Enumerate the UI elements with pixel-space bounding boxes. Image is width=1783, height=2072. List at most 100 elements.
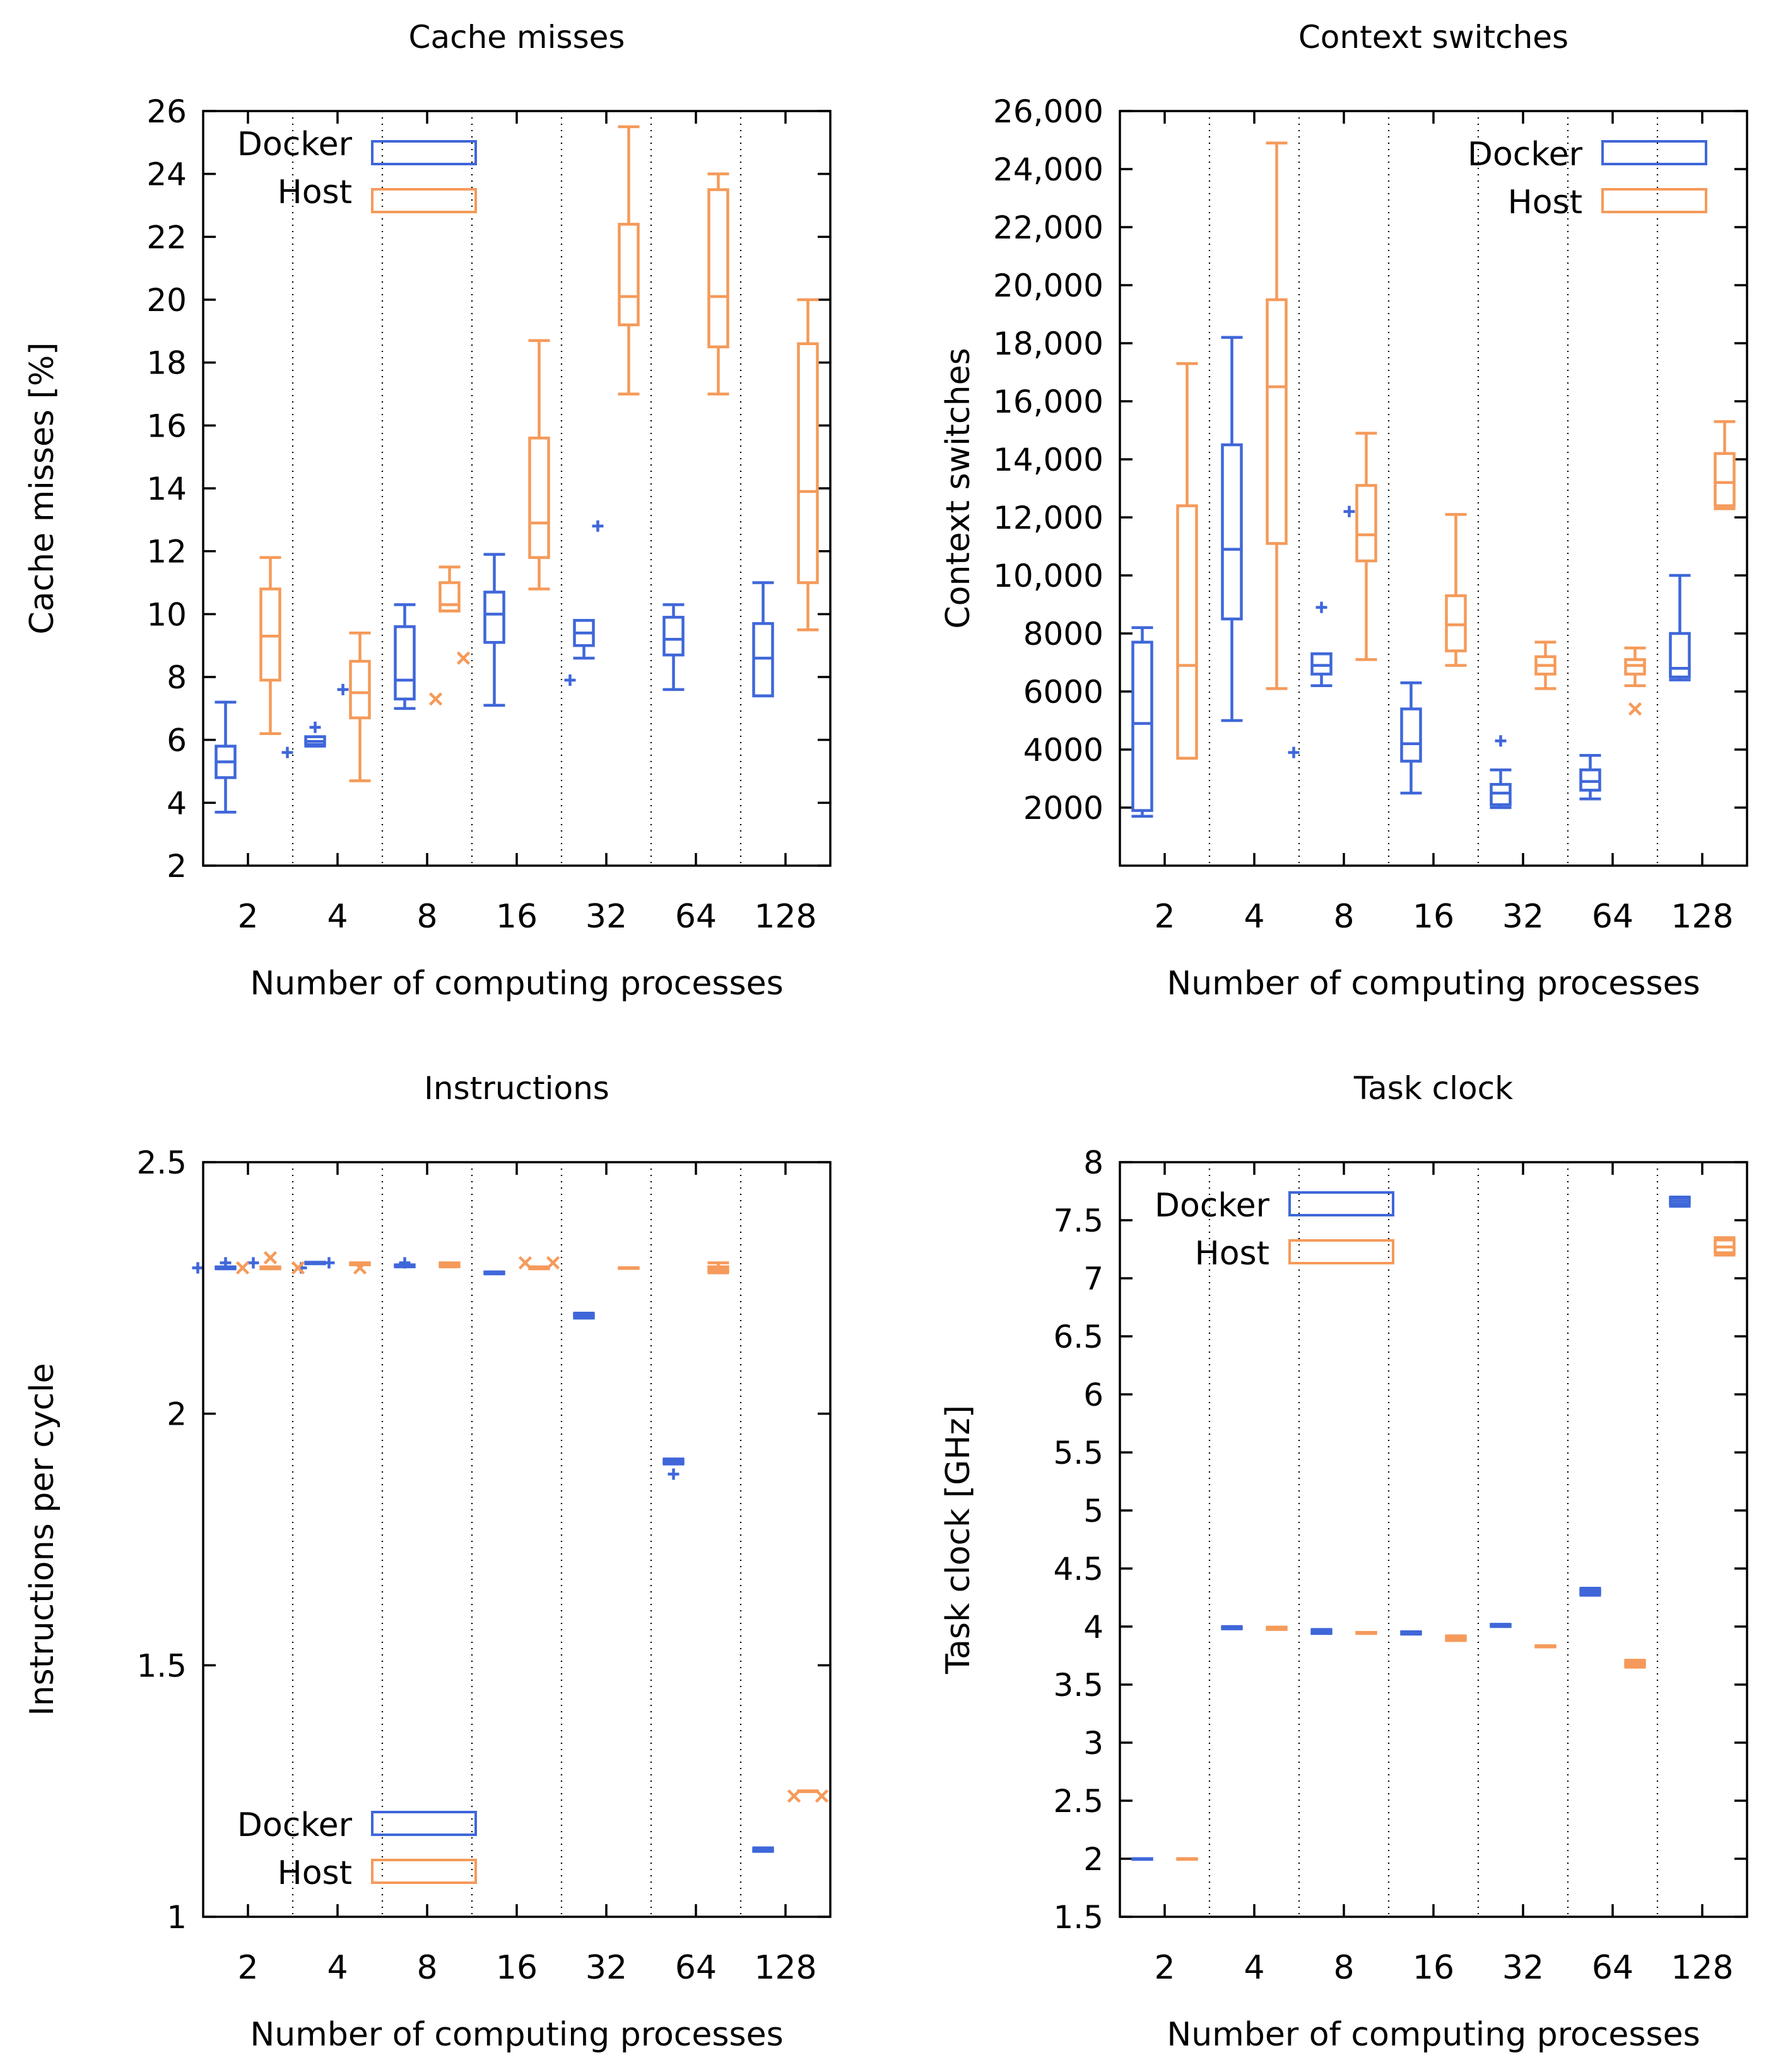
y-tick-label: 4 [1083, 1609, 1103, 1645]
docker-box-64 [1579, 1587, 1601, 1597]
docker-box-4 [1221, 336, 1243, 722]
outlier-plus [564, 674, 576, 686]
legend-label-docker: Docker [237, 126, 353, 163]
outlier-plus [337, 683, 349, 695]
docker-box-32 [573, 1311, 595, 1320]
host-box-2 [259, 556, 281, 735]
y-tick-label: 7.5 [1053, 1203, 1103, 1239]
x-tick-label: 2 [237, 898, 258, 936]
docker-box-16 [1400, 681, 1422, 795]
legend: Docker Host [1468, 136, 1707, 221]
x-tick-label: 64 [675, 1949, 717, 1987]
box-iqr [1355, 484, 1377, 563]
outlier-cross [235, 1261, 250, 1275]
y-tick-label: 1 [167, 1899, 187, 1936]
outlier-plus [192, 1262, 204, 1274]
outlier-cross [291, 1261, 305, 1275]
host-box-8 [428, 565, 471, 706]
plot-frame [1119, 1161, 1748, 1918]
plot-frame [202, 110, 832, 867]
y-axis-label: Context switches [939, 348, 977, 628]
box-iqr [1310, 652, 1333, 676]
docker-box-64 [662, 603, 685, 692]
box-iqr [1221, 443, 1243, 621]
legend-label-host: Host [1195, 1235, 1269, 1273]
outlier-plus [1343, 505, 1355, 517]
y-tick-label: 1.5 [1053, 1899, 1103, 1936]
y-tick-label: 26,000 [993, 93, 1103, 130]
docker-box-2 [215, 700, 237, 814]
legend-swatch-host [371, 188, 477, 213]
host-box-4 [349, 631, 371, 782]
y-tick-label: 8000 [1023, 616, 1103, 652]
outlier-cross [263, 1251, 278, 1265]
x-tick-label: 2 [1154, 898, 1175, 936]
y-tick-label: 18 [146, 345, 187, 382]
outlier-plus [309, 721, 321, 733]
box-iqr [1490, 782, 1512, 806]
x-tick-label: 8 [1333, 1949, 1354, 1987]
y-tick-label: 12,000 [993, 500, 1103, 536]
docker-box-8 [394, 1257, 416, 1269]
y-axis-label: Cache misses [%] [23, 342, 61, 634]
legend-label-host: Host [278, 1854, 352, 1892]
docker-box-2 [1131, 626, 1153, 818]
host-box-16 [528, 339, 550, 591]
host-box-16 [1445, 513, 1467, 667]
task-clock-chart: Task clock Number of computing processes… [939, 1070, 1748, 2054]
box-iqr [1400, 707, 1422, 763]
box-iqr [797, 342, 819, 584]
legend-swatch-host [371, 1859, 477, 1884]
legend: Docker Host [1155, 1187, 1394, 1273]
y-tick-label: 5 [1083, 1493, 1103, 1529]
y-tick-label: 22,000 [993, 209, 1103, 246]
x-tick-label: 8 [416, 1949, 437, 1987]
x-tick-label: 16 [496, 1949, 538, 1987]
docker-box-32 [1490, 1623, 1512, 1628]
y-tick-label: 12 [146, 534, 187, 570]
outlier-plus [281, 746, 293, 758]
y-tick-label: 4 [167, 785, 187, 821]
y-tick-label: 8 [1083, 1145, 1103, 1181]
host-box-32 [1534, 1644, 1556, 1649]
y-tick-label: 2 [167, 1396, 187, 1433]
y-tick-label: 6000 [1023, 674, 1103, 710]
x-tick-label: 16 [1413, 1949, 1454, 1987]
box-iqr [394, 625, 416, 701]
box-iqr [349, 659, 371, 720]
box-iqr [1579, 768, 1601, 792]
host-box-4 [1266, 1625, 1288, 1631]
host-box-16 [518, 1256, 560, 1271]
host-box-32 [1534, 640, 1556, 690]
x-tick-label: 64 [1592, 1949, 1633, 1987]
docker-box-32 [564, 520, 604, 686]
outlier-cross [787, 1789, 801, 1803]
x-tick-label: 8 [416, 898, 437, 936]
host-box-4 [349, 1261, 371, 1275]
host-box-128 [787, 1789, 829, 1803]
y-tick-label: 4000 [1023, 732, 1103, 768]
outlier-cross [353, 1261, 367, 1275]
outlier-cross [546, 1256, 560, 1270]
docker-box-4 [281, 683, 349, 758]
x-tick-label: 16 [1413, 898, 1454, 936]
host-box-64 [1624, 646, 1646, 716]
context-switches-chart: Context switches Number of computing pro… [939, 19, 1748, 1003]
y-tick-label: 1.5 [136, 1647, 187, 1684]
y-tick-label: 2000 [1023, 790, 1103, 827]
outlier-plus [220, 1257, 232, 1269]
outlier-plus [592, 520, 604, 532]
y-tick-label: 2 [167, 848, 187, 885]
docker-box-64 [1579, 753, 1601, 801]
docker-box-128 [1669, 574, 1691, 681]
box-iqr [1445, 594, 1467, 652]
box-iqr [1131, 640, 1153, 812]
outlier-cross [815, 1789, 829, 1803]
y-tick-label: 20 [146, 282, 187, 319]
docker-box-128 [1669, 1195, 1691, 1208]
box-iqr [259, 587, 281, 682]
legend: Docker Host [237, 1806, 477, 1892]
box-iqr [1669, 632, 1691, 679]
docker-box-8 [1310, 1628, 1333, 1635]
y-tick-label: 10,000 [993, 558, 1103, 594]
